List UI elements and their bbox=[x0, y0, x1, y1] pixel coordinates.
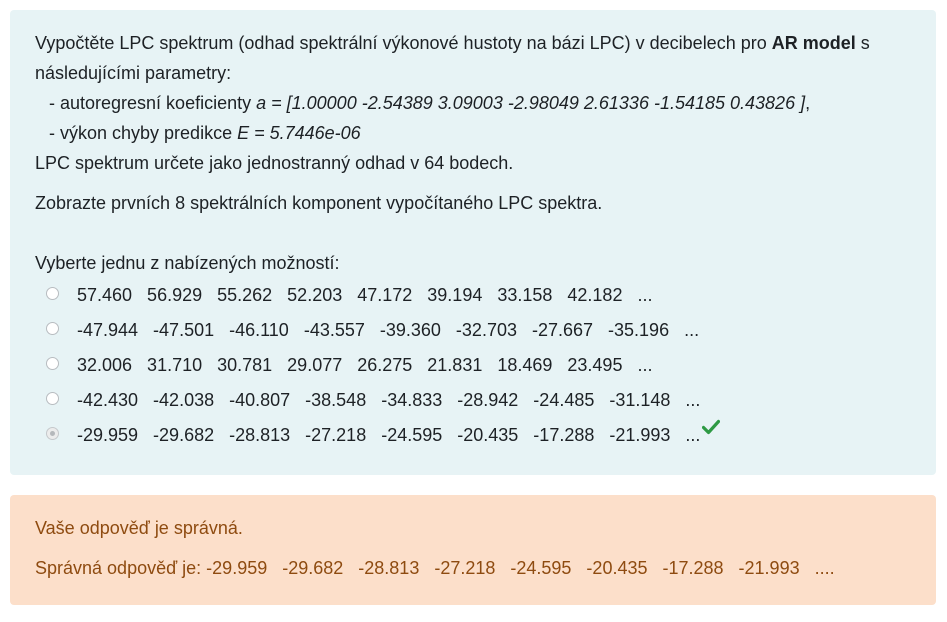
answer-options: 57.460 56.929 55.262 52.203 47.172 39.19… bbox=[35, 278, 911, 453]
answer-option-selected[interactable]: -29.959 -29.682 -28.813 -27.218 -24.595 … bbox=[35, 418, 911, 453]
radio-button[interactable] bbox=[46, 287, 59, 300]
intro-text-1: Vypočtěte LPC spektrum (odhad spektrální… bbox=[35, 33, 772, 53]
answer-option[interactable]: -42.430 -42.038 -40.807 -38.548 -34.833 … bbox=[35, 383, 911, 418]
intro-bold: AR model bbox=[771, 33, 856, 53]
option-label[interactable]: -29.959 -29.682 -28.813 -27.218 -24.595 … bbox=[77, 425, 701, 445]
coefficients-line: - autoregresní koeficienty a = [1.00000 … bbox=[35, 88, 911, 118]
question-intro: Vypočtěte LPC spektrum (odhad spektrální… bbox=[35, 28, 911, 88]
radio-button-selected[interactable] bbox=[46, 427, 59, 440]
radio-button[interactable] bbox=[46, 357, 59, 370]
feedback-status: Vaše odpověď je správná. bbox=[35, 518, 243, 538]
error-power-line: - výkon chyby predikce E = 5.7446e-06 bbox=[35, 118, 911, 148]
answer-option[interactable]: 57.460 56.929 55.262 52.203 47.172 39.19… bbox=[35, 278, 911, 313]
option-label[interactable]: 57.460 56.929 55.262 52.203 47.172 39.19… bbox=[77, 285, 653, 305]
answer-option[interactable]: 32.006 31.710 30.781 29.077 26.275 21.83… bbox=[35, 348, 911, 383]
option-label[interactable]: -42.430 -42.038 -40.807 -38.548 -34.833 … bbox=[77, 390, 701, 410]
feedback-box: Vaše odpověď je správná. Správná odpověď… bbox=[10, 495, 936, 605]
question-text: Vypočtěte LPC spektrum (odhad spektrální… bbox=[35, 28, 911, 218]
correct-answer: Správná odpověď je: -29.959 -29.682 -28.… bbox=[35, 558, 835, 578]
coefficients-suffix: , bbox=[805, 93, 811, 113]
radio-button[interactable] bbox=[46, 392, 59, 405]
error-power-label: - výkon chyby predikce bbox=[49, 123, 238, 143]
check-icon bbox=[702, 419, 721, 440]
error-power-value: E = 5.7446e-06 bbox=[237, 123, 361, 143]
radio-button[interactable] bbox=[46, 322, 59, 335]
coefficients-value: a = [1.00000 -2.54389 3.09003 -2.98049 2… bbox=[256, 93, 806, 113]
spectrum-instruction: LPC spektrum určete jako jednostranný od… bbox=[35, 153, 514, 173]
answer-prompt: Vyberte jednu z nabízených možností: bbox=[35, 253, 340, 273]
option-label[interactable]: 32.006 31.710 30.781 29.077 26.275 21.83… bbox=[77, 355, 653, 375]
display-instruction: Zobrazte prvních 8 spektrálních komponen… bbox=[35, 193, 603, 213]
coefficients-label: - autoregresní koeficienty bbox=[49, 93, 257, 113]
option-label[interactable]: -47.944 -47.501 -46.110 -43.557 -39.360 … bbox=[77, 320, 700, 340]
question-box: Vypočtěte LPC spektrum (odhad spektrální… bbox=[10, 10, 936, 475]
intro-text-2: s následujícími parametry: bbox=[35, 33, 870, 83]
answer-option[interactable]: -47.944 -47.501 -46.110 -43.557 -39.360 … bbox=[35, 313, 911, 348]
